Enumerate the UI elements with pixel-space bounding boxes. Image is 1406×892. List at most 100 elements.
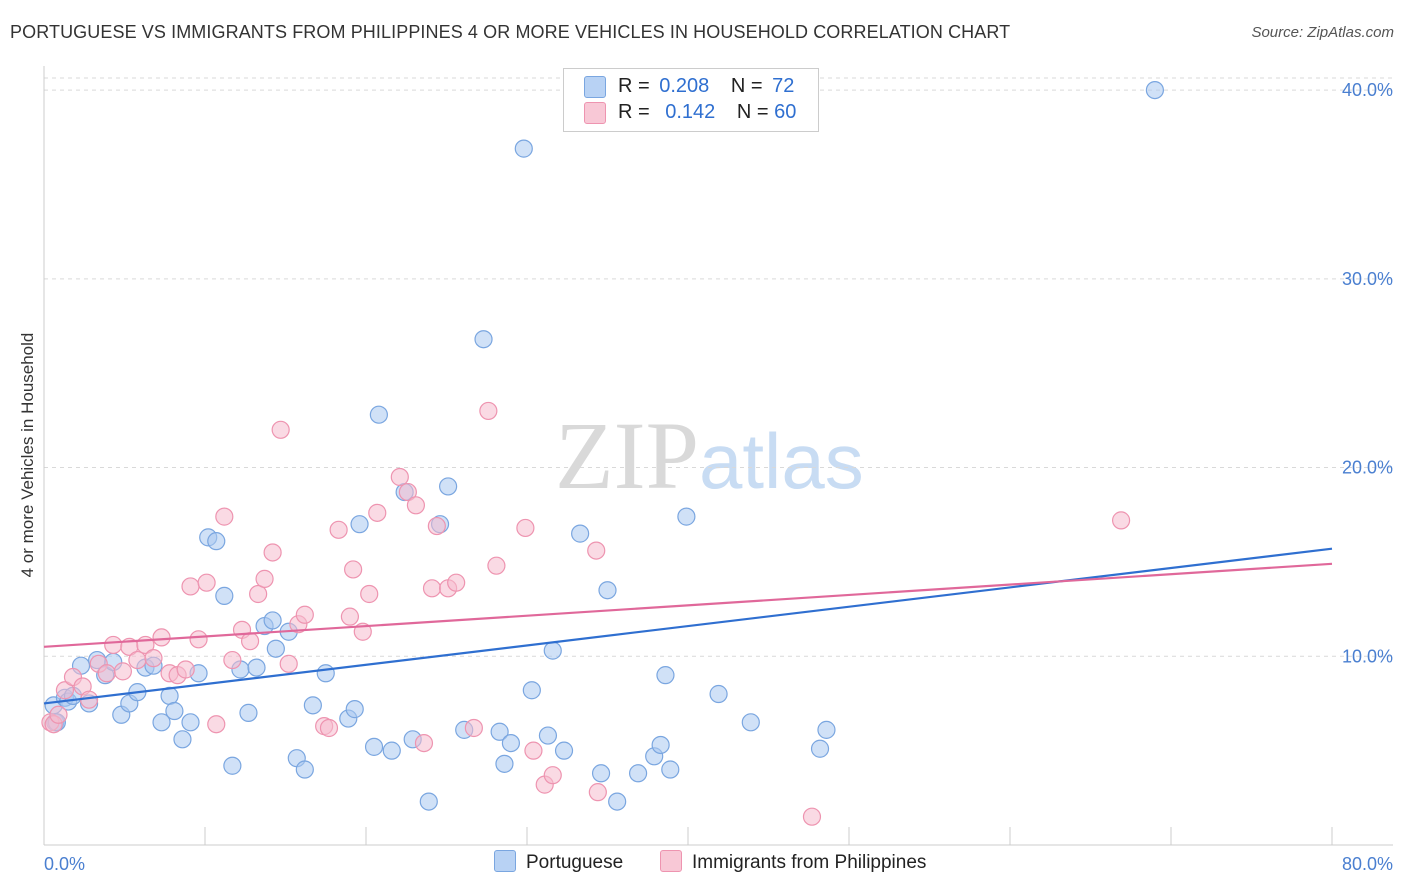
legend-r-label: R = xyxy=(618,101,650,123)
point-portuguese-58 xyxy=(571,524,590,543)
point-portuguese-70 xyxy=(810,739,830,758)
y-tick-label-30: 30.0% xyxy=(1342,269,1393,289)
point-philippines-56 xyxy=(543,766,562,785)
legend-n-label: N = xyxy=(736,101,769,123)
point-philippines-26 xyxy=(240,632,260,651)
watermark-zip: ZIP xyxy=(555,402,699,509)
legend-r-value-philippines: 0.142 xyxy=(665,101,716,123)
trend-line-portuguese xyxy=(43,547,1333,705)
point-portuguese-47 xyxy=(439,477,458,496)
point-portuguese-51 xyxy=(495,754,514,773)
point-portuguese-71 xyxy=(817,720,836,739)
point-portuguese-41 xyxy=(369,405,388,424)
axes xyxy=(43,66,1393,846)
point-philippines-14 xyxy=(144,649,163,668)
point-philippines-38 xyxy=(344,560,363,579)
trend-line-philippines xyxy=(43,562,1333,648)
y-tick-label-20: 20.0% xyxy=(1342,458,1393,478)
watermark: ZIPatlas xyxy=(555,400,864,511)
point-philippines-10 xyxy=(113,662,132,681)
legend-row-portuguese: R = 0.208 N = 72 xyxy=(584,75,794,99)
point-portuguese-35 xyxy=(303,696,322,715)
point-portuguese-16 xyxy=(152,713,171,732)
point-portuguese-64 xyxy=(651,735,670,755)
point-philippines-40 xyxy=(360,584,379,604)
legend-swatch-blue xyxy=(584,75,606,98)
point-philippines-57 xyxy=(587,541,606,560)
point-portuguese-19 xyxy=(173,730,192,749)
point-philippines-43 xyxy=(398,482,417,502)
point-portuguese-62 xyxy=(628,764,648,783)
bottom-legend-philippines: Immigrants from Philippines xyxy=(660,850,927,874)
point-portuguese-52 xyxy=(501,733,520,753)
point-portuguese-68 xyxy=(709,684,728,704)
point-portuguese-72 xyxy=(1145,80,1165,100)
point-philippines-12 xyxy=(128,650,147,670)
bottom-legend-label-philippines: Immigrants from Philippines xyxy=(692,852,927,874)
point-portuguese-34 xyxy=(295,760,314,779)
legend-row-philippines: R = 0.142 N = 60 xyxy=(584,101,796,125)
point-portuguese-60 xyxy=(598,581,617,600)
y-tick-labels: 10.0% 20.0% 30.0% 40.0% xyxy=(1342,80,1393,666)
point-philippines-50 xyxy=(464,718,483,738)
point-portuguese-66 xyxy=(661,760,680,779)
point-philippines-27 xyxy=(249,584,268,604)
point-philippines-42 xyxy=(390,467,409,487)
point-philippines-31 xyxy=(279,654,298,673)
point-philippines-33 xyxy=(295,605,314,624)
bottom-legend-label-portuguese: Portuguese xyxy=(526,852,624,874)
point-philippines-30 xyxy=(271,420,290,439)
trend-lines xyxy=(43,547,1333,705)
point-philippines-9 xyxy=(104,635,123,655)
point-philippines-3 xyxy=(55,681,75,700)
point-philippines-24 xyxy=(223,650,242,670)
point-philippines-20 xyxy=(189,630,208,649)
point-portuguese-39 xyxy=(350,515,369,534)
point-portuguese-28 xyxy=(247,658,266,677)
point-portuguese-49 xyxy=(474,330,493,349)
point-philippines-35 xyxy=(319,718,339,738)
point-philippines-58 xyxy=(588,783,607,802)
point-portuguese-40 xyxy=(364,737,384,756)
y-tick-label-10: 10.0% xyxy=(1342,646,1393,666)
point-portuguese-25 xyxy=(223,756,242,775)
point-portuguese-65 xyxy=(656,666,675,685)
point-portuguese-55 xyxy=(538,726,558,745)
legend-n-label: N = xyxy=(730,75,763,97)
point-portuguese-31 xyxy=(266,639,285,658)
point-philippines-15 xyxy=(152,628,171,647)
chart-title: PORTUGUESE VS IMMIGRANTS FROM PHILIPPINE… xyxy=(10,22,1011,42)
point-philippines-36 xyxy=(329,520,348,539)
point-portuguese-23 xyxy=(207,532,226,551)
point-portuguese-69 xyxy=(741,713,760,732)
point-portuguese-18 xyxy=(165,701,184,721)
point-philippines-49 xyxy=(447,573,466,592)
point-philippines-59 xyxy=(802,807,822,826)
y-tick-label-40: 40.0% xyxy=(1342,80,1393,100)
point-philippines-29 xyxy=(263,543,282,562)
watermark-atlas: atlas xyxy=(699,417,864,505)
point-portuguese-67 xyxy=(677,507,696,526)
point-portuguese-59 xyxy=(591,764,611,783)
point-philippines-23 xyxy=(215,507,234,526)
point-philippines-41 xyxy=(368,503,387,522)
point-philippines-60 xyxy=(1111,511,1131,530)
legend-r-value-portuguese: 0.208 xyxy=(659,75,710,97)
point-portuguese-27 xyxy=(239,703,258,722)
point-philippines-22 xyxy=(207,715,226,734)
point-portuguese-45 xyxy=(419,792,438,811)
point-portuguese-30 xyxy=(263,611,282,630)
point-portuguese-38 xyxy=(345,700,364,719)
point-portuguese-61 xyxy=(608,792,627,811)
point-philippines-53 xyxy=(516,518,535,538)
point-philippines-46 xyxy=(422,579,442,598)
point-philippines-19 xyxy=(181,577,200,596)
legend-n-value-portuguese: 72 xyxy=(772,75,795,97)
point-philippines-21 xyxy=(197,573,216,592)
x-tick-label-max: 80.0% xyxy=(1342,854,1393,874)
point-philippines-45 xyxy=(414,733,434,753)
point-portuguese-50 xyxy=(490,722,509,741)
source-label: Source: ZipAtlas.com xyxy=(1251,24,1394,41)
bottom-legend-swatch-pink xyxy=(660,850,682,872)
